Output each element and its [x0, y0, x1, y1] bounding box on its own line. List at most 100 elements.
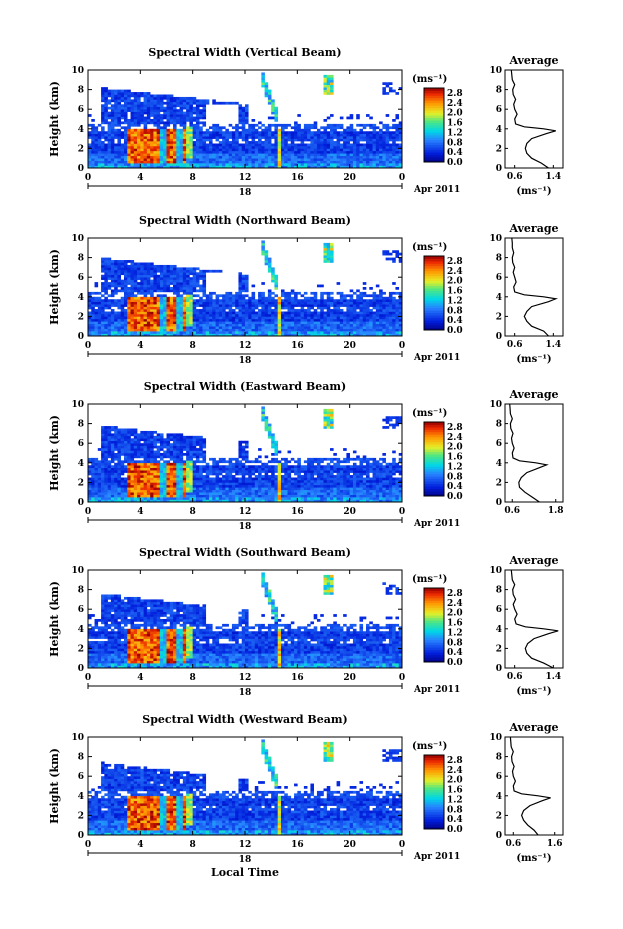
- heatmap-cell: [88, 328, 92, 332]
- heatmap-cell: [352, 143, 357, 147]
- heatmap-cell: [385, 141, 390, 144]
- heatmap-cell: [156, 114, 161, 117]
- heatmap-cell: [228, 123, 233, 127]
- heatmap-cell: [274, 114, 279, 117]
- heatmap-cell: [300, 326, 305, 329]
- heatmap-cell: [235, 138, 239, 142]
- heatmap-cell: [133, 440, 138, 444]
- heatmap-cell: [104, 470, 108, 473]
- heatmap-cell: [323, 133, 328, 137]
- heatmap-cell: [189, 277, 193, 280]
- heatmap-cell: [117, 457, 122, 461]
- heatmap-cell: [159, 99, 164, 103]
- heatmap-cell: [163, 165, 167, 169]
- heatmap-cell: [189, 126, 193, 130]
- heatmap-cell: [333, 311, 337, 315]
- heatmap-cell: [303, 160, 308, 164]
- heatmap-cell: [284, 141, 288, 144]
- heatmap-cell: [192, 279, 197, 283]
- heatmap-cell: [222, 165, 226, 169]
- heatmap-cell: [153, 450, 157, 454]
- heatmap-cell: [398, 138, 403, 142]
- heatmap-cell: [143, 277, 148, 280]
- heatmap-cell: [169, 121, 174, 125]
- heatmap-cell: [238, 163, 243, 166]
- heatmap-cell: [297, 304, 301, 307]
- heatmap-cell: [222, 328, 226, 332]
- heatmap-cell: [182, 116, 187, 120]
- heatmap-cell: [101, 114, 105, 117]
- heatmap-cell: [320, 163, 324, 166]
- heatmap-cell: [395, 143, 400, 147]
- heatmap-cell: [290, 326, 295, 329]
- heatmap-cell: [101, 143, 105, 147]
- heatmap-cell: [120, 492, 125, 495]
- heatmap-cell: [316, 323, 321, 327]
- heatmap-cell: [120, 160, 125, 164]
- heatmap-cell: [215, 306, 220, 310]
- heatmap-cell: [313, 133, 318, 137]
- heatmap-cell: [287, 150, 292, 154]
- heatmap-cell: [143, 455, 148, 459]
- heatmap-cell: [140, 462, 144, 466]
- heatmap-cell: [254, 155, 259, 159]
- heatmap-cell: [127, 430, 131, 434]
- heatmap-cell: [104, 448, 108, 451]
- heatmap-cell: [245, 311, 249, 315]
- heatmap-cell: [316, 318, 321, 322]
- heatmap-cell: [310, 155, 314, 159]
- heatmap-cell: [94, 465, 99, 468]
- heatmap-cell: [398, 165, 403, 169]
- heatmap-cell: [392, 158, 396, 161]
- heatmap-cell: [97, 145, 102, 149]
- heatmap-cell: [143, 289, 148, 293]
- heatmap-cell: [284, 294, 288, 298]
- heatmap-cell: [120, 111, 125, 115]
- heatmap-cell: [143, 109, 148, 112]
- heatmap-cell: [110, 445, 115, 449]
- heatmap-cell: [97, 321, 102, 325]
- heatmap-cell: [123, 482, 128, 486]
- heatmap-cell: [114, 160, 118, 164]
- heatmap-cell: [101, 104, 105, 108]
- heatmap-cell: [202, 163, 207, 166]
- heatmap-cell: [267, 153, 272, 157]
- heatmap-cell: [104, 430, 108, 434]
- heatmap-cell: [388, 296, 393, 300]
- heatmap-cell: [127, 106, 131, 110]
- heatmap-cell: [218, 145, 223, 149]
- heatmap-cell: [117, 279, 122, 283]
- heatmap-cell: [300, 165, 305, 169]
- heatmap-cell: [218, 333, 223, 337]
- heatmap-cell: [235, 148, 239, 152]
- heatmap-cell: [163, 309, 167, 312]
- heatmap-cell: [150, 141, 154, 144]
- heatmap-cell: [101, 306, 105, 310]
- profile-x-tick-label: 1.4: [545, 340, 561, 350]
- heatmap-cell: [349, 136, 354, 139]
- heatmap-cell: [366, 326, 370, 329]
- heatmap-cell: [385, 333, 390, 337]
- heatmap-cell: [169, 133, 174, 137]
- heatmap-cell: [251, 138, 256, 142]
- heatmap-cell: [382, 326, 386, 329]
- heatmap-cell: [261, 294, 265, 298]
- heatmap-cell: [290, 323, 295, 327]
- heatmap-cell: [326, 126, 331, 130]
- heatmap-cell: [349, 131, 354, 134]
- heatmap-cell: [91, 492, 95, 495]
- heatmap-cell: [264, 306, 269, 310]
- heatmap-cell: [156, 274, 161, 278]
- heatmap-cell: [264, 92, 269, 95]
- heatmap-cell: [101, 311, 105, 315]
- heatmap-cell: [114, 428, 118, 432]
- heatmap-cell: [297, 313, 301, 317]
- heatmap-cell: [222, 316, 226, 320]
- heatmap-cell: [320, 313, 324, 317]
- heatmap-cell: [166, 311, 171, 315]
- heatmap-cell: [192, 101, 197, 105]
- heatmap-cell: [123, 279, 128, 283]
- heatmap-cell: [123, 443, 128, 446]
- heatmap-cell: [356, 328, 360, 332]
- heatmap-cell: [159, 457, 164, 461]
